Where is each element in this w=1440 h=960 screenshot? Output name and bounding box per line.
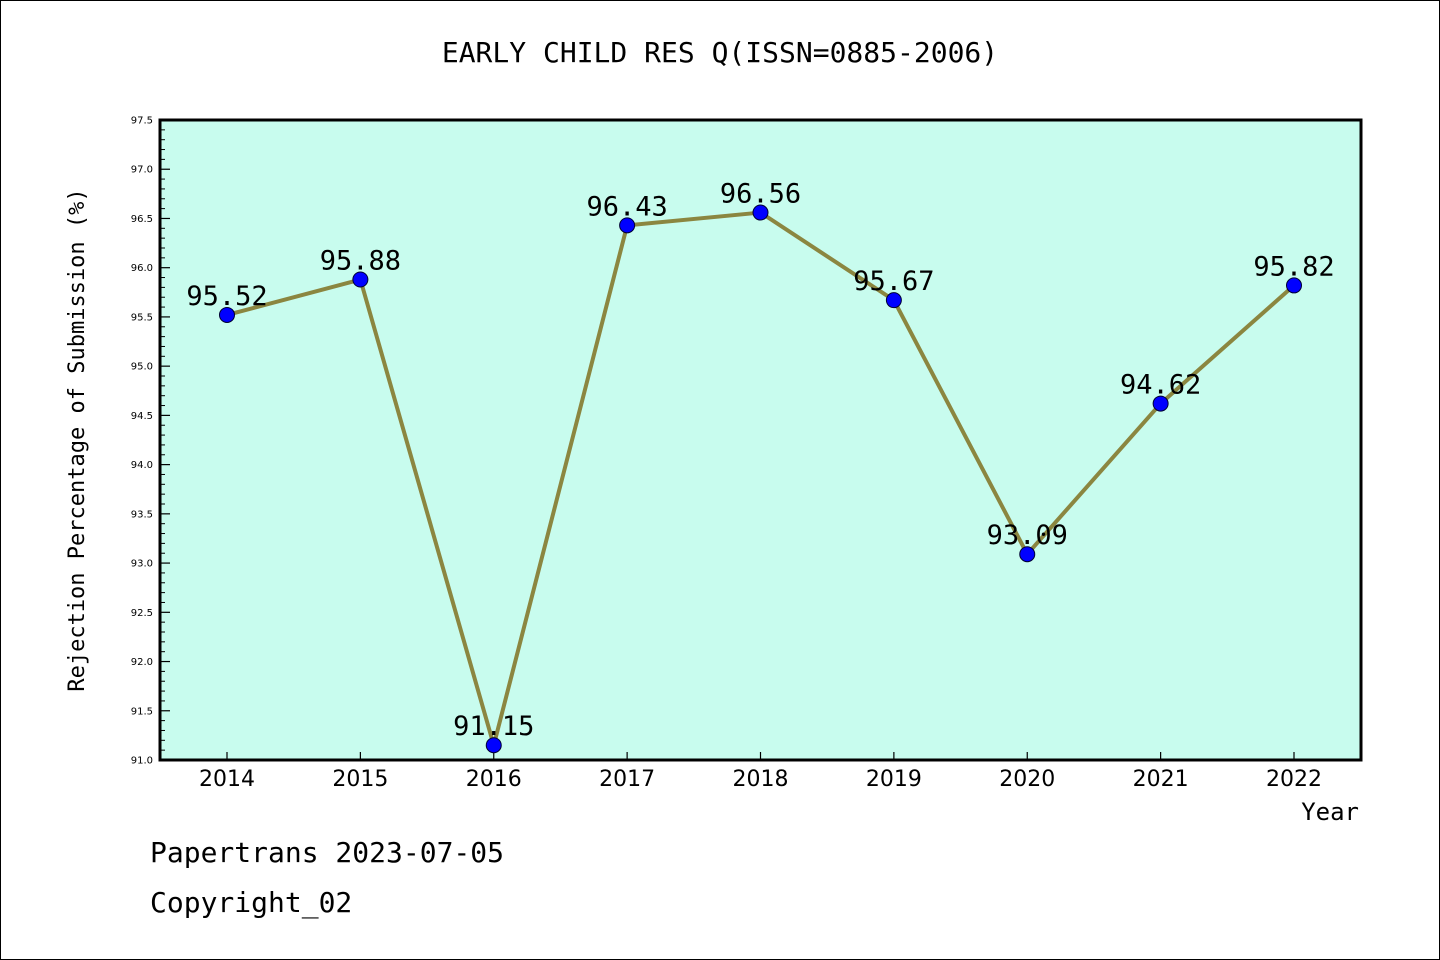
plot-area xyxy=(160,120,1361,760)
data-point xyxy=(1019,546,1036,563)
plot-border xyxy=(158,118,1363,762)
y-axis: 91.0 91.5 92.0 92.5 93.0 93.5 94.0 94.5 95.0 95.5… xyxy=(131,116,170,767)
y-axis-label: Rejection Percentage of Submission (%) xyxy=(65,188,90,691)
data-point xyxy=(885,292,902,309)
data-point xyxy=(619,217,636,234)
x-tick-label: 2018 xyxy=(733,767,789,792)
x-axis-label: Year xyxy=(1301,798,1359,826)
x-axis: 2014 2015 2016 2017 2018 2019 2020 2021 2022 xyxy=(199,752,1322,792)
data-label: 95.88 xyxy=(320,246,401,277)
data-point xyxy=(485,737,502,754)
data-label: 93.09 xyxy=(987,520,1068,551)
x-tick-label: 2017 xyxy=(599,767,655,792)
y-tick-label: 91.5 xyxy=(131,706,153,717)
x-tick-label: 2019 xyxy=(866,767,922,792)
data-point xyxy=(352,271,369,288)
data-point xyxy=(1286,277,1302,294)
data-point xyxy=(752,204,769,221)
footer-copyright: Copyright_02 xyxy=(150,886,353,919)
data-point xyxy=(1152,395,1169,412)
y-tick-label: 93.0 xyxy=(131,559,153,570)
y-tick-label: 96.0 xyxy=(131,263,153,274)
series-layer xyxy=(219,204,1302,754)
chart-title: EARLY CHILD RES Q(ISSN=0885-2006) xyxy=(441,36,999,69)
y-tick-label: 94.0 xyxy=(131,460,153,471)
data-labels: 95.52 95.88 91.15 96.43 96.56 95.67 93.09 94.62… xyxy=(186,179,1334,743)
y-tick-label: 91.0 xyxy=(131,756,153,767)
y-tick-label: 95.0 xyxy=(131,362,153,373)
footer-date: Papertrans 2023-07-05 xyxy=(150,836,505,869)
data-label: 95.52 xyxy=(186,281,267,312)
y-tick-label: 97.5 xyxy=(131,116,153,127)
y-tick-label: 92.5 xyxy=(131,608,153,619)
y-tick-label: 96.5 xyxy=(131,214,153,225)
data-label: 91.15 xyxy=(453,711,534,742)
data-label: 95.82 xyxy=(1253,251,1334,282)
y-tick-label: 93.5 xyxy=(131,509,153,520)
y-tick-label: 97.0 xyxy=(131,165,153,176)
y-tick-label: 95.5 xyxy=(131,312,153,323)
data-point xyxy=(219,306,235,323)
data-label: 96.56 xyxy=(720,179,801,210)
x-tick-label: 2014 xyxy=(199,767,255,792)
x-tick-label: 2021 xyxy=(1133,767,1189,792)
x-tick-label: 2016 xyxy=(466,767,522,792)
y-tick-label: 92.0 xyxy=(131,657,153,668)
data-label: 96.43 xyxy=(586,191,667,222)
data-label: 94.62 xyxy=(1120,370,1201,401)
x-tick-label: 2020 xyxy=(999,767,1055,792)
x-tick-label: 2015 xyxy=(332,767,388,792)
x-tick-label: 2022 xyxy=(1266,767,1322,792)
data-label: 95.67 xyxy=(853,266,934,297)
y-tick-label: 94.5 xyxy=(131,411,153,422)
